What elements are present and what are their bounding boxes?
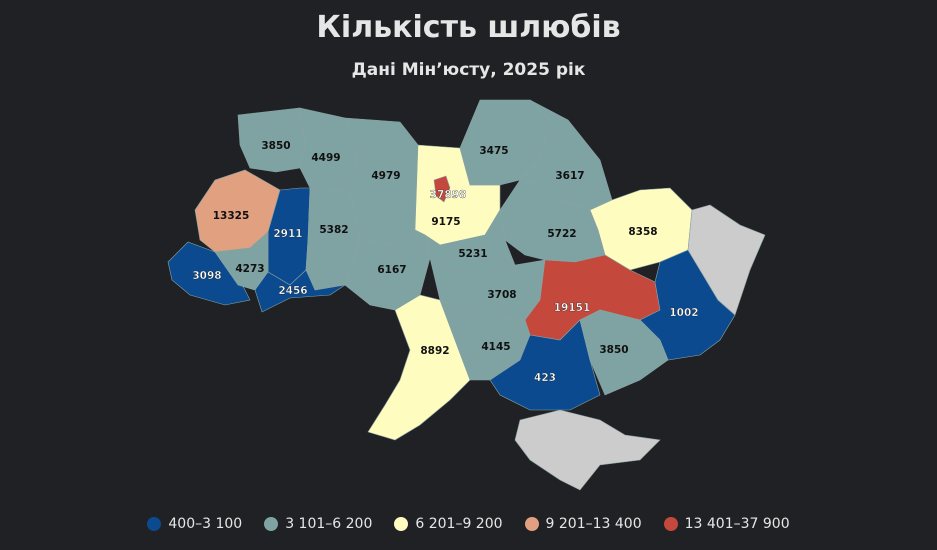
legend-swatch — [524, 517, 539, 531]
legend-item[interactable]: 6 201–9 200 — [394, 516, 503, 532]
region-value-label: 4273 — [235, 263, 264, 275]
ukraine-map: ВолинськаРівненськаЖитомирськаКиївськам.… — [167, 99, 766, 491]
region-value-label: 9175 — [431, 216, 460, 228]
region-value-label: 3850 — [599, 344, 628, 356]
region-value-label: 5382 — [319, 224, 348, 236]
region-value-label: 3850 — [261, 140, 290, 152]
region-value-label: 8358 — [628, 226, 657, 238]
region-value-label: 5722 — [547, 228, 576, 240]
region-value-label: 4499 — [311, 152, 340, 164]
legend-item[interactable]: 3 101–6 200 — [264, 516, 372, 532]
region-value-label: 37898 — [430, 189, 467, 201]
region-value-label: 3475 — [479, 145, 508, 157]
region-value-label: 3617 — [555, 170, 584, 182]
region-15[interactable]: Закарпатська — [167, 241, 251, 306]
region-9[interactable]: Полтавська — [499, 179, 606, 263]
region-value-label: 2456 — [278, 285, 307, 297]
region-25[interactable]: Запорізька — [579, 309, 669, 396]
region-value-label: 13325 — [213, 210, 250, 222]
region-value-label: 423 — [534, 372, 556, 384]
region-value-label: 19151 — [554, 302, 591, 314]
region-value-label: 6167 — [377, 264, 406, 276]
map-subtitle: Дані Мін’юсту, 2025 рік — [351, 60, 586, 80]
region-value-label: 4979 — [371, 170, 400, 182]
legend-item[interactable]: 13 401–37 900 — [663, 516, 790, 532]
legend-swatch — [147, 517, 162, 531]
legend: 400–3 100 3 101–6 200 6 201–9 200 9 201–… — [0, 516, 937, 532]
legend-label: 9 201–13 400 — [545, 516, 642, 532]
region-value-label: 1002 — [669, 307, 698, 319]
legend-label: 13 401–37 900 — [684, 516, 790, 532]
region-5[interactable]: м. Київ — [433, 175, 451, 203]
region-value-label: 8892 — [420, 345, 449, 357]
legend-item[interactable]: 400–3 100 — [147, 516, 242, 532]
legend-swatch — [663, 517, 678, 531]
region-value-label: 3708 — [487, 289, 516, 301]
region-21[interactable]: Луганська — [687, 204, 766, 316]
legend-item[interactable]: 9 201–13 400 — [524, 516, 642, 532]
region-value-label: 5231 — [458, 248, 487, 260]
legend-swatch — [394, 517, 409, 531]
region-26[interactable]: АР Крим — [514, 409, 661, 491]
legend-swatch — [264, 517, 279, 531]
region-24[interactable]: Херсонська — [489, 319, 601, 411]
region-17[interactable]: Чернівецька — [254, 269, 346, 313]
region-value-label: 4145 — [481, 341, 510, 353]
region-value-label: 2911 — [273, 228, 302, 240]
legend-label: 400–3 100 — [168, 516, 243, 532]
map-title: Кількість шлюбів — [316, 10, 621, 45]
legend-label: 3 101–6 200 — [285, 516, 373, 532]
legend-label: 6 201–9 200 — [415, 516, 503, 532]
region-14[interactable]: Вінницька — [344, 229, 431, 311]
region-value-label: 3098 — [192, 270, 221, 282]
